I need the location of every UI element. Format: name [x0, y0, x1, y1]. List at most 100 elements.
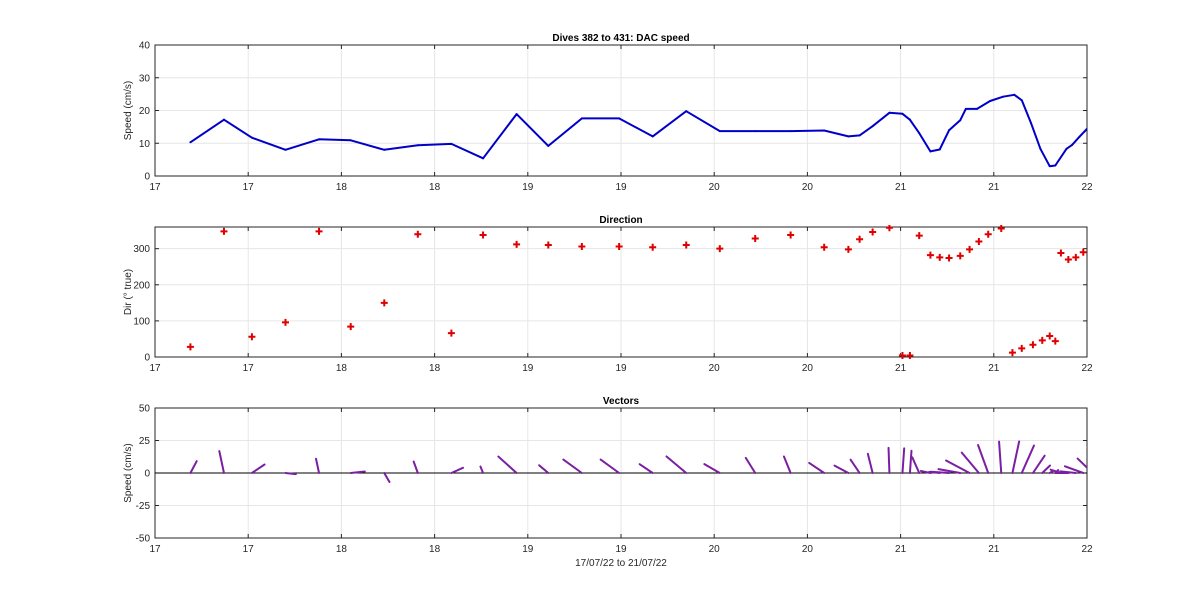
vectors-x-tick-label: 21: [895, 544, 907, 555]
vector-stick: [497, 455, 518, 474]
direction-point: [414, 230, 422, 238]
vectors-x-tick-label: 17: [243, 544, 255, 555]
direction-point: [751, 235, 759, 243]
speed-x-tick-label: 22: [1081, 182, 1093, 193]
vector-stick: [908, 449, 913, 474]
speed-point: [515, 113, 518, 116]
speed-point: [718, 130, 721, 133]
direction-point: [615, 243, 623, 250]
speed-point: [959, 119, 962, 122]
vector-stick: [412, 460, 419, 474]
direction-point: [1038, 336, 1046, 344]
direction-point: [380, 299, 388, 307]
vector-stick: [599, 458, 621, 474]
vector-stick: [450, 466, 465, 474]
direction-point: [820, 243, 828, 251]
speed-point: [685, 110, 688, 113]
vector-stick: [638, 463, 654, 474]
vector-stick: [665, 455, 688, 474]
direction-point: [315, 227, 323, 235]
direction-point: [1108, 230, 1115, 237]
direction-point: [1029, 341, 1037, 349]
vector-stick: [977, 444, 990, 474]
vector-stick: [887, 446, 891, 474]
vector-stick: [538, 464, 550, 474]
speed-x-tick-label: 17: [243, 182, 255, 193]
vector-stick: [284, 472, 297, 476]
direction-data: [186, 225, 1137, 359]
direction-y-tick-label: 300: [133, 244, 150, 255]
direction-point: [997, 225, 1005, 232]
vector-stick: [1122, 442, 1124, 473]
direction-x-tick-label: 21: [895, 363, 907, 374]
vectors-y-tick-label: 25: [139, 436, 151, 447]
speed-point: [450, 142, 453, 145]
speed-point: [1097, 123, 1099, 125]
speed-point: [1048, 165, 1051, 168]
direction-point: [1079, 248, 1087, 256]
vectors-x-tick-label: 22: [1081, 544, 1093, 555]
direction-point: [885, 225, 893, 232]
speed-point: [250, 136, 253, 139]
direction-point: [1064, 256, 1072, 263]
speed-x-tick-label: 18: [429, 182, 441, 193]
direction-x-tick-label: 20: [802, 363, 814, 374]
direction-point: [544, 241, 552, 249]
speed-point: [1071, 143, 1074, 146]
vector-stick: [937, 468, 962, 474]
direction-point: [906, 352, 914, 359]
direction-point: [1018, 344, 1026, 352]
speed-x-tick-label: 19: [522, 182, 534, 193]
speed-point: [858, 134, 861, 137]
speed-point: [284, 148, 287, 151]
speed-y-tick-label: 10: [139, 139, 151, 150]
vectors-title: Vectors: [603, 396, 640, 407]
vector-stick: [250, 463, 266, 474]
speed-y-tick-label: 0: [144, 172, 150, 183]
direction-point: [1130, 227, 1137, 234]
speed-point: [318, 138, 321, 141]
direction-point: [1089, 240, 1096, 247]
speed-point: [871, 125, 874, 128]
vector-stick: [929, 470, 951, 474]
speed-y-tick-label: 40: [139, 41, 151, 52]
direction-y-tick-label: 200: [133, 280, 150, 291]
direction-point: [936, 253, 944, 261]
speed-point: [618, 117, 621, 120]
direction-point: [248, 333, 256, 341]
vector-stick: [1102, 444, 1111, 473]
speed-point: [976, 107, 979, 110]
direction-point: [956, 252, 964, 260]
speed-point: [929, 150, 932, 153]
direction-x-tick-label: 18: [336, 363, 348, 374]
direction-point: [479, 231, 487, 239]
direction-x-tick-label: 19: [522, 363, 534, 374]
vectors-y-tick-label: 0: [144, 469, 150, 480]
vector-stick: [703, 463, 721, 474]
vectors-x-tick-label: 21: [988, 544, 1000, 555]
direction-title: Direction: [599, 215, 642, 226]
direction-x-tick-label: 21: [988, 363, 1000, 374]
direction-x-tick-label: 17: [149, 363, 161, 374]
direction-point: [984, 230, 992, 238]
direction-point: [649, 243, 657, 251]
speed-x-tick-label: 19: [615, 182, 627, 193]
vectors-x-axis-label: 17/07/22 to 21/07/22: [575, 558, 667, 569]
direction-point: [1057, 249, 1065, 257]
vector-stick: [1020, 444, 1035, 474]
speed-x-tick-label: 21: [895, 182, 907, 193]
vectors-panel: 17 17 18 18 19 19 20 20 21 21 22 50 25 0 -25 -50 Vectors…: [123, 396, 1124, 569]
direction-point: [513, 240, 521, 248]
direction-y-tick-label: 0: [144, 353, 150, 364]
speed-x-tick-label: 18: [336, 182, 348, 193]
vector-stick: [218, 450, 225, 474]
speed-panel: 17 17 18 18 19 19 20 20 21 21 22 0 10 20 30 40 Dives 382…: [123, 33, 1099, 193]
speed-point: [222, 118, 225, 121]
speed-point: [847, 135, 850, 138]
direction-axes-box: [154, 226, 1088, 358]
direction-point: [966, 245, 974, 253]
direction-point: [856, 235, 864, 243]
vector-stick: [349, 470, 366, 474]
direction-point: [682, 241, 690, 249]
direction-point: [347, 323, 355, 331]
